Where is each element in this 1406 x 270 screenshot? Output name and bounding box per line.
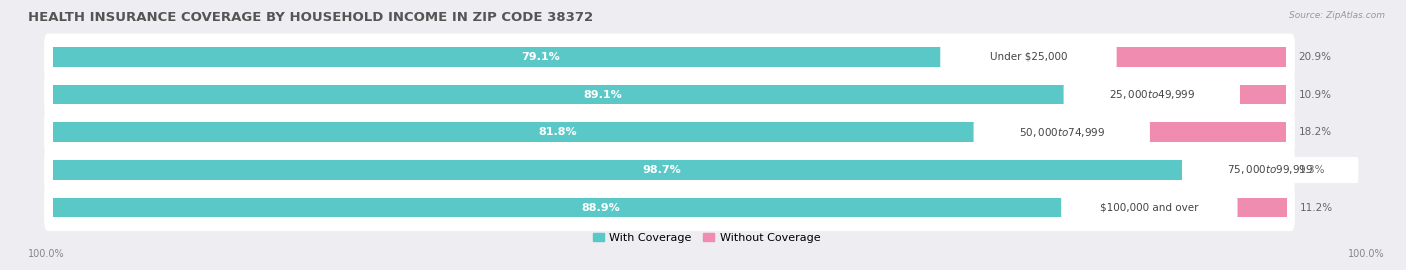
FancyBboxPatch shape [973,119,1150,145]
Text: Source: ZipAtlas.com: Source: ZipAtlas.com [1289,11,1385,20]
FancyBboxPatch shape [941,44,1116,70]
Bar [1062,123,1286,142]
FancyBboxPatch shape [44,109,1295,156]
Bar [1028,47,1286,67]
Text: 18.2%: 18.2% [1299,127,1331,137]
Text: 10.9%: 10.9% [1299,90,1331,100]
Text: 89.1%: 89.1% [583,90,621,100]
Text: $100,000 and over: $100,000 and over [1099,203,1198,213]
Text: 79.1%: 79.1% [522,52,560,62]
FancyBboxPatch shape [44,184,1295,231]
Text: 20.9%: 20.9% [1299,52,1331,62]
FancyBboxPatch shape [44,147,1295,193]
Text: 100.0%: 100.0% [1348,249,1385,259]
Bar [53,160,1270,180]
FancyBboxPatch shape [1063,82,1240,108]
Bar [1149,198,1288,218]
Text: 1.3%: 1.3% [1299,165,1324,175]
Bar [53,198,1149,218]
FancyBboxPatch shape [1062,195,1237,221]
Text: $75,000 to $99,999: $75,000 to $99,999 [1227,164,1313,177]
Legend: With Coverage, Without Coverage: With Coverage, Without Coverage [593,232,820,243]
Bar [53,123,1062,142]
Bar [53,85,1152,104]
FancyBboxPatch shape [44,33,1295,80]
Text: Under $25,000: Under $25,000 [990,52,1067,62]
Text: 11.2%: 11.2% [1299,203,1333,213]
Text: $50,000 to $74,999: $50,000 to $74,999 [1018,126,1105,139]
FancyBboxPatch shape [44,71,1295,118]
Text: 81.8%: 81.8% [538,127,576,137]
Text: HEALTH INSURANCE COVERAGE BY HOUSEHOLD INCOME IN ZIP CODE 38372: HEALTH INSURANCE COVERAGE BY HOUSEHOLD I… [28,11,593,24]
Bar [53,47,1028,67]
Bar [1270,160,1286,180]
Text: 88.9%: 88.9% [582,203,620,213]
Text: 100.0%: 100.0% [28,249,65,259]
Text: 98.7%: 98.7% [643,165,681,175]
FancyBboxPatch shape [1182,157,1358,183]
Bar [1152,85,1286,104]
Text: $25,000 to $49,999: $25,000 to $49,999 [1108,88,1195,101]
